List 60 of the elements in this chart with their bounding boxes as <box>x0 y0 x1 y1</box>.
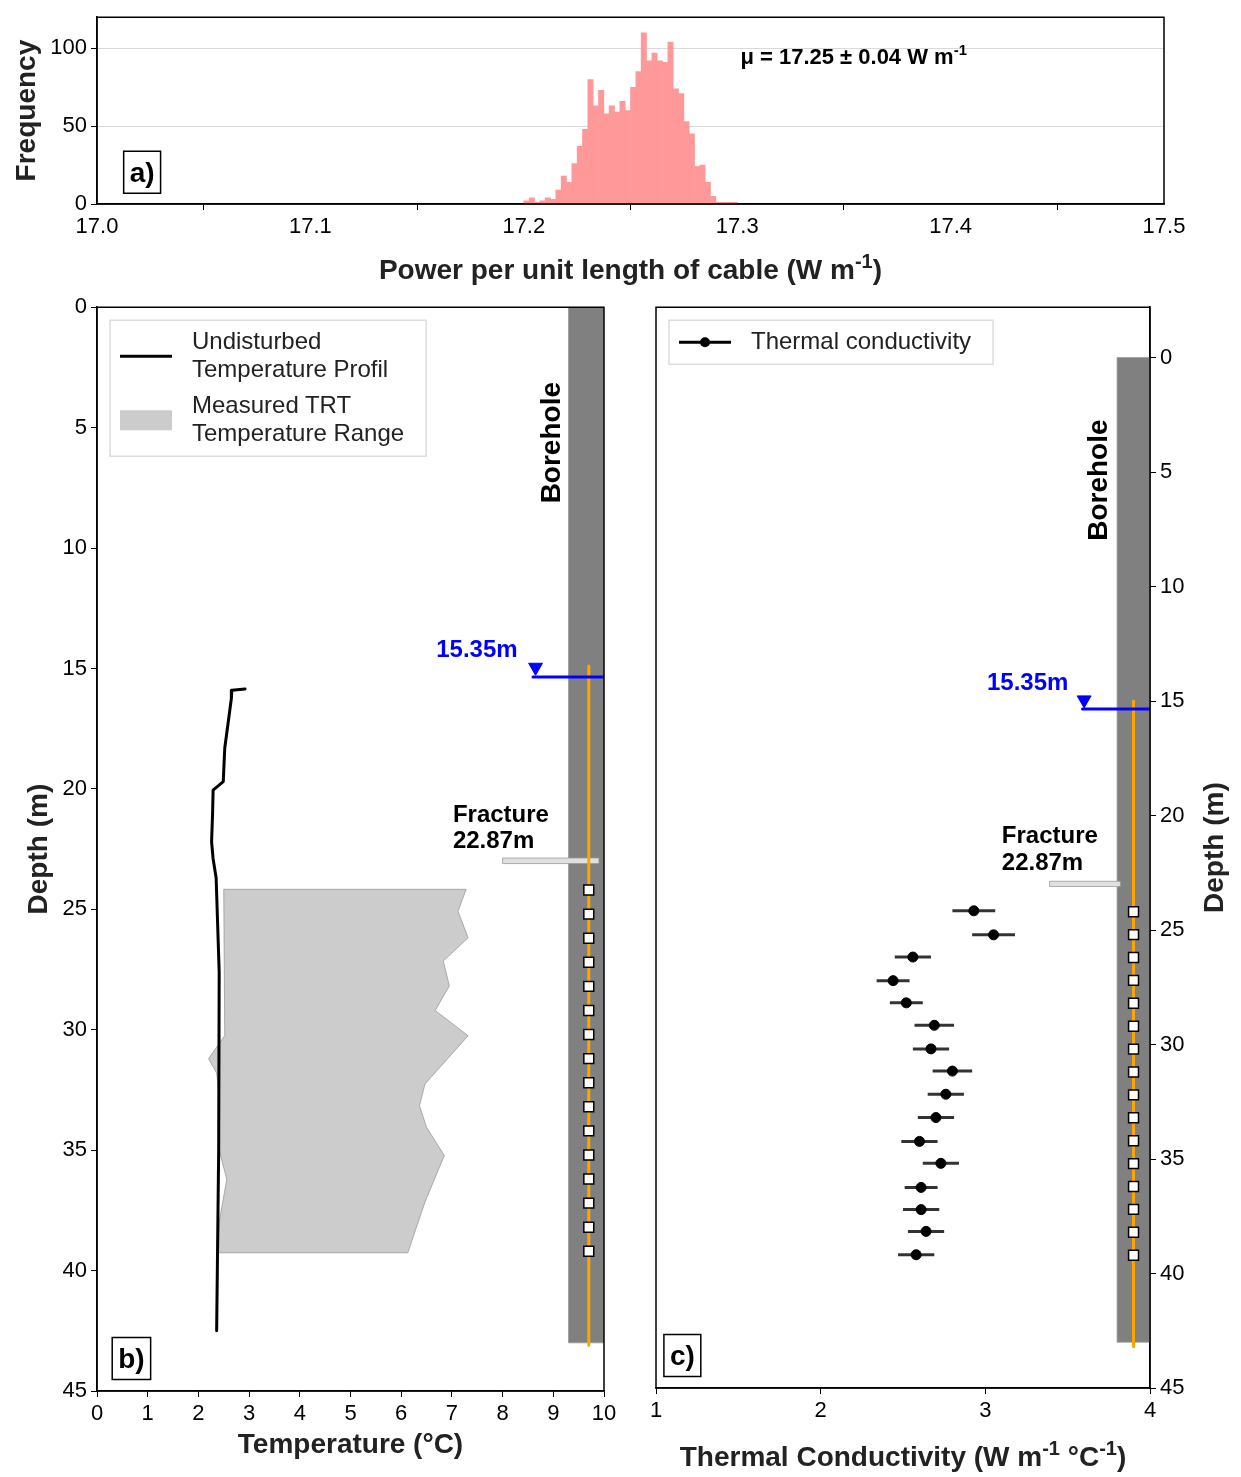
y-tick-label: 25 <box>1160 916 1185 942</box>
y-tick-label: 45 <box>1160 1374 1185 1400</box>
y-tick-label: 5 <box>1160 458 1173 484</box>
y-tick-label: 0 <box>74 190 87 216</box>
y-axis-title: Depth (m) <box>1198 782 1229 913</box>
annotation: Borehole <box>1081 419 1113 541</box>
x-tick-label: 10 <box>591 1400 617 1426</box>
y-tick-label: 10 <box>1160 572 1185 598</box>
x-tick-label: 7 <box>445 1400 459 1426</box>
annotation: c) <box>669 1340 695 1372</box>
y-tick-label: 30 <box>62 1015 87 1041</box>
x-tick-label: 1 <box>141 1400 154 1426</box>
y-tick-label: 35 <box>62 1136 87 1162</box>
x-tick-label: 9 <box>547 1400 560 1426</box>
annotation: Fracture 22.87m <box>452 800 549 854</box>
x-tick-label: 17.0 <box>75 213 119 239</box>
x-tick-label: 8 <box>496 1400 509 1426</box>
x-tick-label: 2 <box>814 1397 827 1423</box>
y-tick-label: 0 <box>1160 343 1173 369</box>
y-tick-label: 0 <box>74 293 87 319</box>
annotation: Fracture 22.87m <box>1001 821 1098 875</box>
y-tick-label: 100 <box>50 34 87 60</box>
legend-label: Undisturbed Temperature Profil <box>192 326 389 382</box>
legend-label: Thermal conductivity <box>751 326 972 354</box>
x-tick-label: 17.1 <box>288 213 332 239</box>
y-tick-label: 30 <box>1160 1030 1185 1056</box>
x-tick-label: 3 <box>979 1397 992 1423</box>
y-axis-title: Frequency <box>10 39 41 182</box>
x-tick-label: 4 <box>293 1400 306 1426</box>
x-tick-label: 1 <box>649 1397 663 1423</box>
y-tick-label: 20 <box>1160 801 1185 827</box>
y-axis-title: Depth (m) <box>22 783 53 915</box>
y-tick-label: 35 <box>1160 1145 1185 1171</box>
annotation: a) <box>129 157 155 189</box>
x-axis-title: Temperature (°C) <box>237 1428 464 1459</box>
y-tick-label: 10 <box>62 534 87 560</box>
x-tick-label: 4 <box>1143 1397 1157 1423</box>
y-tick-label: 20 <box>62 774 87 800</box>
y-tick-label: 40 <box>62 1256 87 1282</box>
annotation: 15.35m <box>436 635 518 663</box>
y-tick-label: 25 <box>62 895 87 921</box>
x-tick-label: 17.4 <box>929 213 973 239</box>
y-tick-label: 40 <box>1160 1259 1185 1285</box>
x-tick-label: 6 <box>395 1400 408 1426</box>
y-tick-label: 15 <box>1160 687 1185 713</box>
annotation: 15.35m <box>986 667 1069 695</box>
legend-label: Measured TRT Temperature Range <box>192 390 405 446</box>
x-tick-label: 17.3 <box>715 213 759 239</box>
annotation: b) <box>118 1343 145 1375</box>
y-tick-label: 15 <box>62 654 87 680</box>
y-tick-label: 50 <box>62 112 87 138</box>
x-tick-label: 17.2 <box>502 213 546 239</box>
y-tick-label: 5 <box>74 413 87 439</box>
x-tick-label: 3 <box>242 1400 256 1426</box>
x-tick-label: 17.5 <box>1142 213 1186 239</box>
x-tick-label: 0 <box>90 1400 104 1426</box>
x-tick-label: 2 <box>192 1400 205 1426</box>
x-tick-label: 5 <box>344 1400 357 1426</box>
y-tick-label: 45 <box>62 1377 87 1403</box>
annotation: Borehole <box>534 381 566 504</box>
